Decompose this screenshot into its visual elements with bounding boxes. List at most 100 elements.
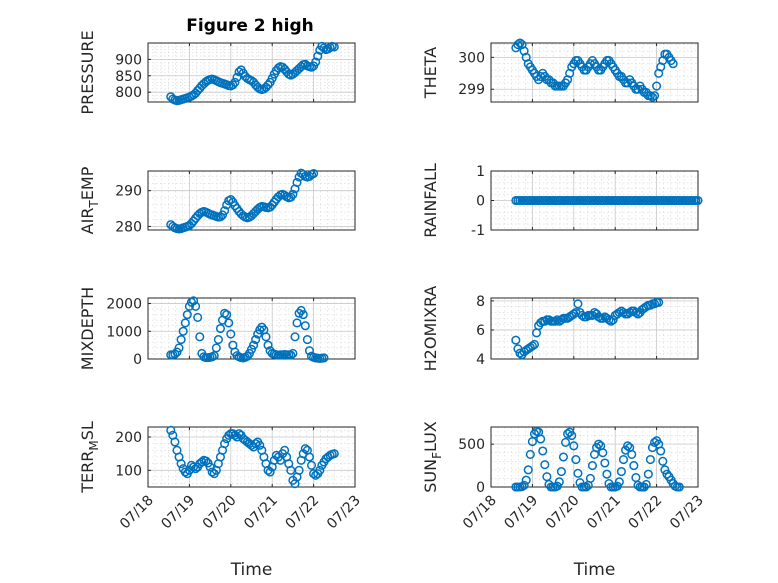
data-point <box>234 67 244 77</box>
axes-theta: 299 300 THETA <box>421 38 699 103</box>
data-point <box>313 51 323 61</box>
y-axis-label: SUNFLUX <box>421 421 444 493</box>
data-point <box>170 349 180 359</box>
y-axis-label-tail: SL <box>78 421 97 440</box>
data-point <box>232 72 242 82</box>
data-point <box>315 465 325 475</box>
data-point <box>263 340 273 350</box>
data-point <box>623 441 633 451</box>
y-tick-label: 500 <box>458 437 485 453</box>
data-point <box>569 309 579 319</box>
data-point <box>627 449 637 459</box>
data-point <box>660 465 670 475</box>
y-axis-label-sub: M <box>87 440 101 450</box>
y-axis-label-main: RAINFALL <box>421 163 440 238</box>
series-rainfall <box>511 195 703 206</box>
data-point <box>180 467 190 477</box>
data-point <box>166 425 176 435</box>
data-point <box>649 91 660 101</box>
data-point <box>581 312 591 322</box>
data-point <box>594 312 604 322</box>
data-point <box>540 460 550 470</box>
data-point <box>195 332 205 342</box>
y-axis-label: AIRTEMP <box>78 166 101 234</box>
data-point <box>215 212 225 222</box>
data-point <box>618 455 629 465</box>
data-point <box>581 482 591 492</box>
data-point <box>573 468 583 478</box>
data-point <box>598 448 608 458</box>
series-mixdepth <box>166 296 329 363</box>
data-point <box>523 465 533 475</box>
y-axis-label: TERRMSL <box>78 421 101 494</box>
data-point <box>286 350 296 360</box>
data-point <box>658 456 668 466</box>
data-point <box>230 430 240 440</box>
data-point <box>230 77 240 87</box>
data-point <box>525 449 535 459</box>
y-tick-label: 299 <box>458 82 485 98</box>
y-tick-label: 2000 <box>106 297 142 313</box>
y-tick-label: 0 <box>476 480 485 496</box>
data-point <box>654 297 664 307</box>
data-point <box>649 299 660 309</box>
data-point <box>251 439 261 449</box>
data-point <box>329 42 339 52</box>
data-point <box>292 318 302 328</box>
data-point <box>536 434 546 444</box>
y-tick-label: 8 <box>476 294 485 310</box>
data-point <box>261 332 271 342</box>
y-axis-label: RAINFALL <box>421 163 440 238</box>
y-axis-label-tail: EMP <box>78 166 97 200</box>
data-point <box>600 458 610 468</box>
data-point <box>288 189 298 199</box>
data-point <box>304 452 315 462</box>
series-sun_flux <box>511 426 684 492</box>
data-point <box>556 315 566 325</box>
y-tick-label: 1 <box>476 164 485 180</box>
data-point <box>587 461 597 471</box>
data-point <box>552 481 562 491</box>
data-point <box>228 80 238 90</box>
y-axis-label-tail: LUX <box>421 421 440 452</box>
data-point <box>319 353 329 363</box>
data-point <box>302 335 312 345</box>
data-point <box>598 313 608 323</box>
data-point <box>197 457 207 467</box>
data-point <box>267 73 277 83</box>
data-point <box>550 316 560 326</box>
data-point <box>608 315 618 325</box>
axes-mixdepth: 0 1000 2000 MIXDEPTH <box>78 287 356 370</box>
axes-frame <box>147 426 356 488</box>
data-point <box>288 348 298 359</box>
y-tick-label: 280 <box>115 219 142 235</box>
y-tick-label: 1000 <box>106 324 142 340</box>
data-point <box>220 206 230 216</box>
y-axis-label: THETA <box>421 47 440 99</box>
data-point <box>602 469 612 479</box>
data-point <box>529 429 540 439</box>
axes-frame <box>147 42 356 103</box>
series-terr_msl <box>166 425 339 489</box>
data-point <box>263 80 273 90</box>
data-point <box>207 467 217 477</box>
data-point <box>643 469 653 479</box>
data-point <box>213 335 223 345</box>
y-tick-label: -1 <box>471 223 485 239</box>
axes-frame <box>490 297 699 360</box>
data-point <box>515 38 525 48</box>
y-axis-label: PRESSURE <box>78 30 97 114</box>
data-point <box>180 318 190 328</box>
data-point <box>513 40 523 50</box>
data-point <box>176 459 186 469</box>
data-point <box>645 91 655 101</box>
data-point <box>668 59 678 69</box>
data-point <box>649 437 660 447</box>
data-point <box>554 477 564 487</box>
data-point <box>226 195 236 205</box>
data-point <box>174 343 184 353</box>
axes-h2omixra: 4 6 8 H2OMIXRA <box>421 286 699 371</box>
y-axis-label-sub: T <box>87 200 101 209</box>
data-point <box>629 461 639 471</box>
